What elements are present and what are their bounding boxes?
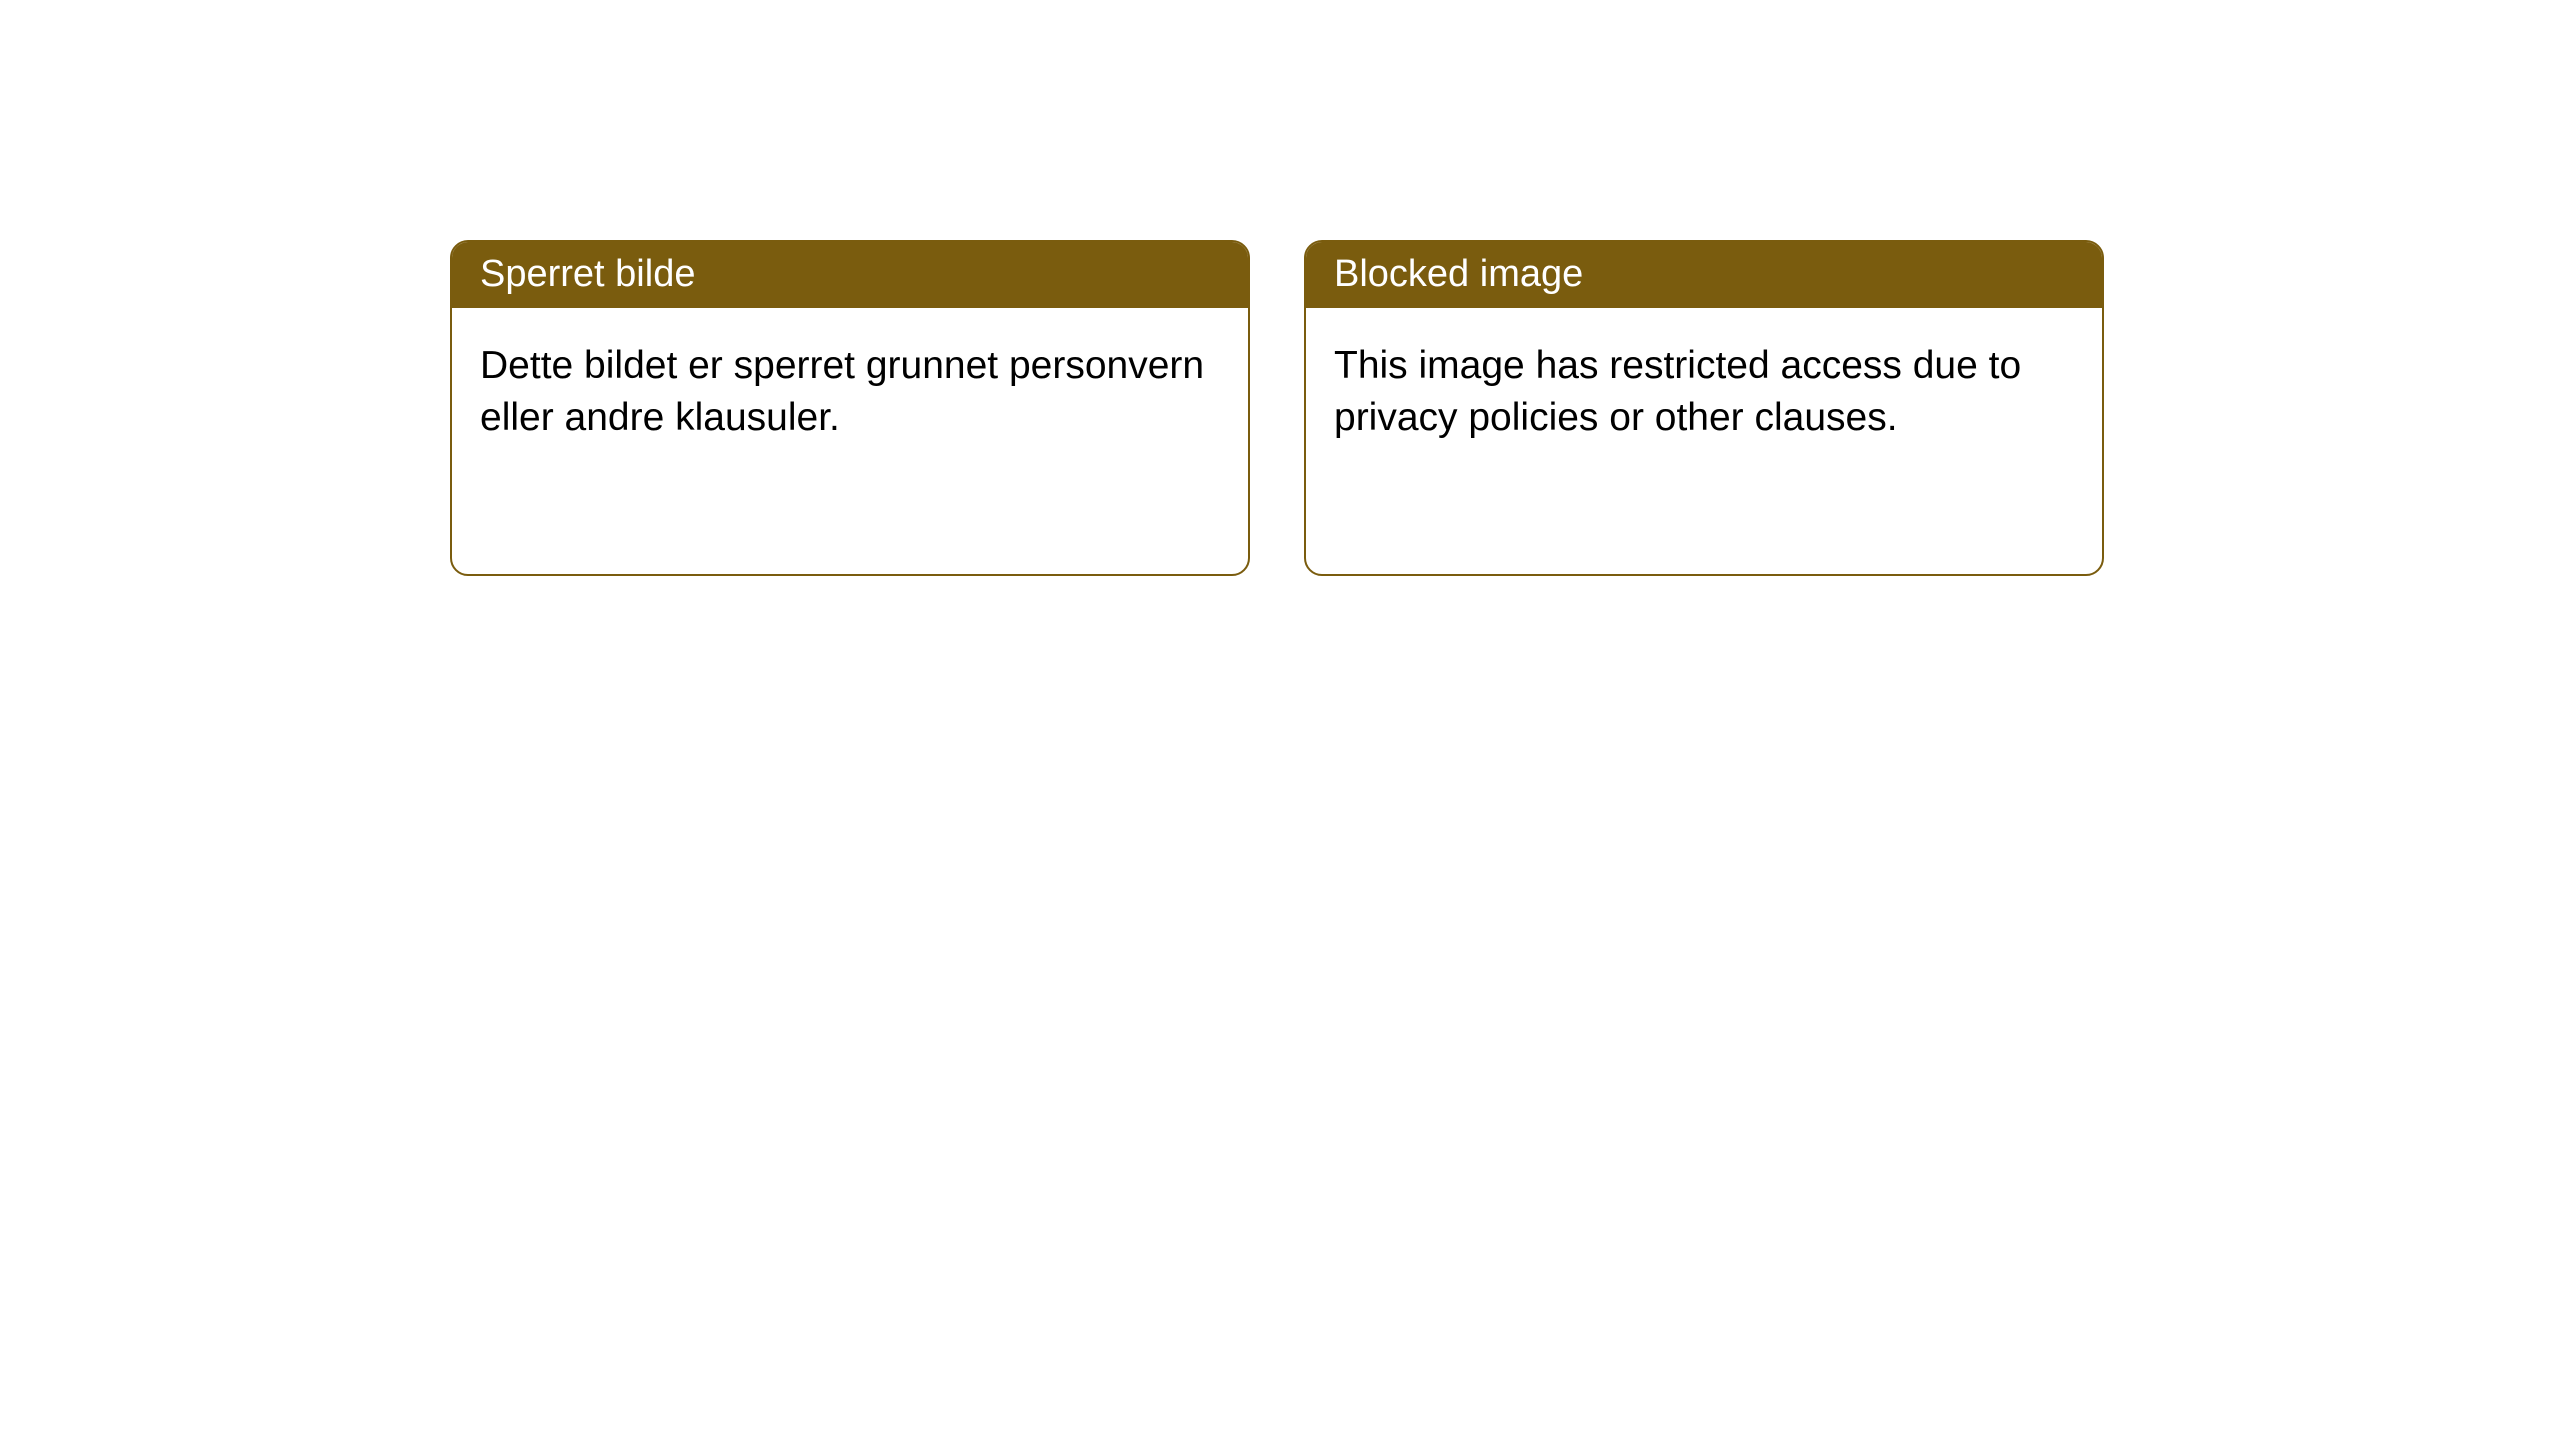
card-header-text: Blocked image [1334, 253, 1583, 295]
card-body: Dette bildet er sperret grunnet personve… [452, 308, 1248, 477]
card-header: Blocked image [1306, 242, 2102, 308]
card-body-text: This image has restricted access due to … [1334, 344, 2021, 440]
blocked-image-card-no: Sperret bilde Dette bildet er sperret gr… [450, 240, 1250, 576]
notice-container: Sperret bilde Dette bildet er sperret gr… [0, 0, 2560, 576]
blocked-image-card-en: Blocked image This image has restricted … [1304, 240, 2104, 576]
card-body: This image has restricted access due to … [1306, 308, 2102, 477]
card-header-text: Sperret bilde [480, 253, 695, 295]
card-header: Sperret bilde [452, 242, 1248, 308]
card-body-text: Dette bildet er sperret grunnet personve… [480, 344, 1204, 440]
